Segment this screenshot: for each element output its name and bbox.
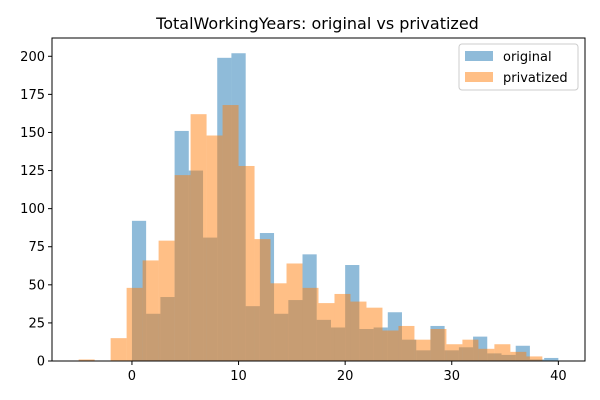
- chart-title: TotalWorkingYears: original vs privatize…: [155, 14, 479, 33]
- legend: original privatized: [458, 43, 579, 91]
- privatized-bar: [478, 348, 495, 361]
- legend-label-original: original: [503, 50, 552, 65]
- y-tick-label: 75: [28, 240, 45, 255]
- axes-frame: [51, 37, 586, 362]
- x-tick-label: 20: [337, 369, 354, 384]
- x-tick-label: 0: [128, 369, 136, 384]
- y-tick-label: 125: [20, 164, 45, 179]
- y-tick-label: 200: [20, 50, 45, 65]
- privatized-bar: [190, 114, 207, 362]
- privatized-bar: [110, 338, 127, 361]
- privatized-bar: [142, 260, 159, 361]
- privatized-bar: [526, 356, 543, 361]
- privatized-bar: [318, 303, 335, 361]
- privatized-bar: [334, 293, 351, 361]
- privatized-bar: [382, 330, 399, 361]
- axes: 0 10 20 30 40 0 25 50 75 100 125 150 175 200: [20, 37, 586, 384]
- y-tick-label: 150: [20, 126, 45, 141]
- privatized-bar: [462, 339, 479, 361]
- privatized-bar: [510, 351, 527, 361]
- privatized-bar: [238, 165, 255, 361]
- privatized-bar: [350, 301, 367, 361]
- privatized-bar: [158, 240, 175, 361]
- privatized-bar: [270, 283, 287, 361]
- privatized-bar: [302, 287, 319, 361]
- privatized-bar: [414, 339, 431, 361]
- privatized-bar: [126, 287, 143, 361]
- privatized-bar: [430, 329, 447, 361]
- legend-label-privatized: privatized: [503, 71, 568, 86]
- privatized-bar: [366, 307, 383, 361]
- y-tick-label: 25: [28, 316, 45, 331]
- privatized-bar: [398, 325, 415, 361]
- privatized-bar: [222, 105, 239, 361]
- legend-swatch-privatized: [465, 72, 493, 82]
- original-bar: [544, 357, 559, 361]
- privatized-bar: [78, 359, 95, 361]
- legend-swatch-original: [465, 51, 493, 61]
- privatized-bar: [446, 344, 463, 361]
- privatized-bar: [494, 344, 511, 361]
- privatized-bar: [254, 239, 271, 361]
- x-tick-label: 30: [443, 369, 460, 384]
- y-tick-label: 0: [37, 355, 45, 370]
- y-tick-label: 100: [20, 202, 45, 217]
- privatized-bar: [174, 175, 191, 361]
- privatized-bar: [286, 263, 303, 361]
- privatized-bar: [206, 135, 223, 361]
- x-tick-label: 40: [550, 369, 567, 384]
- x-tick-label: 10: [230, 369, 247, 384]
- series-privatized: [78, 105, 543, 362]
- y-tick-label: 175: [20, 88, 45, 103]
- y-tick-label: 50: [28, 278, 45, 293]
- plot-area: [78, 53, 559, 362]
